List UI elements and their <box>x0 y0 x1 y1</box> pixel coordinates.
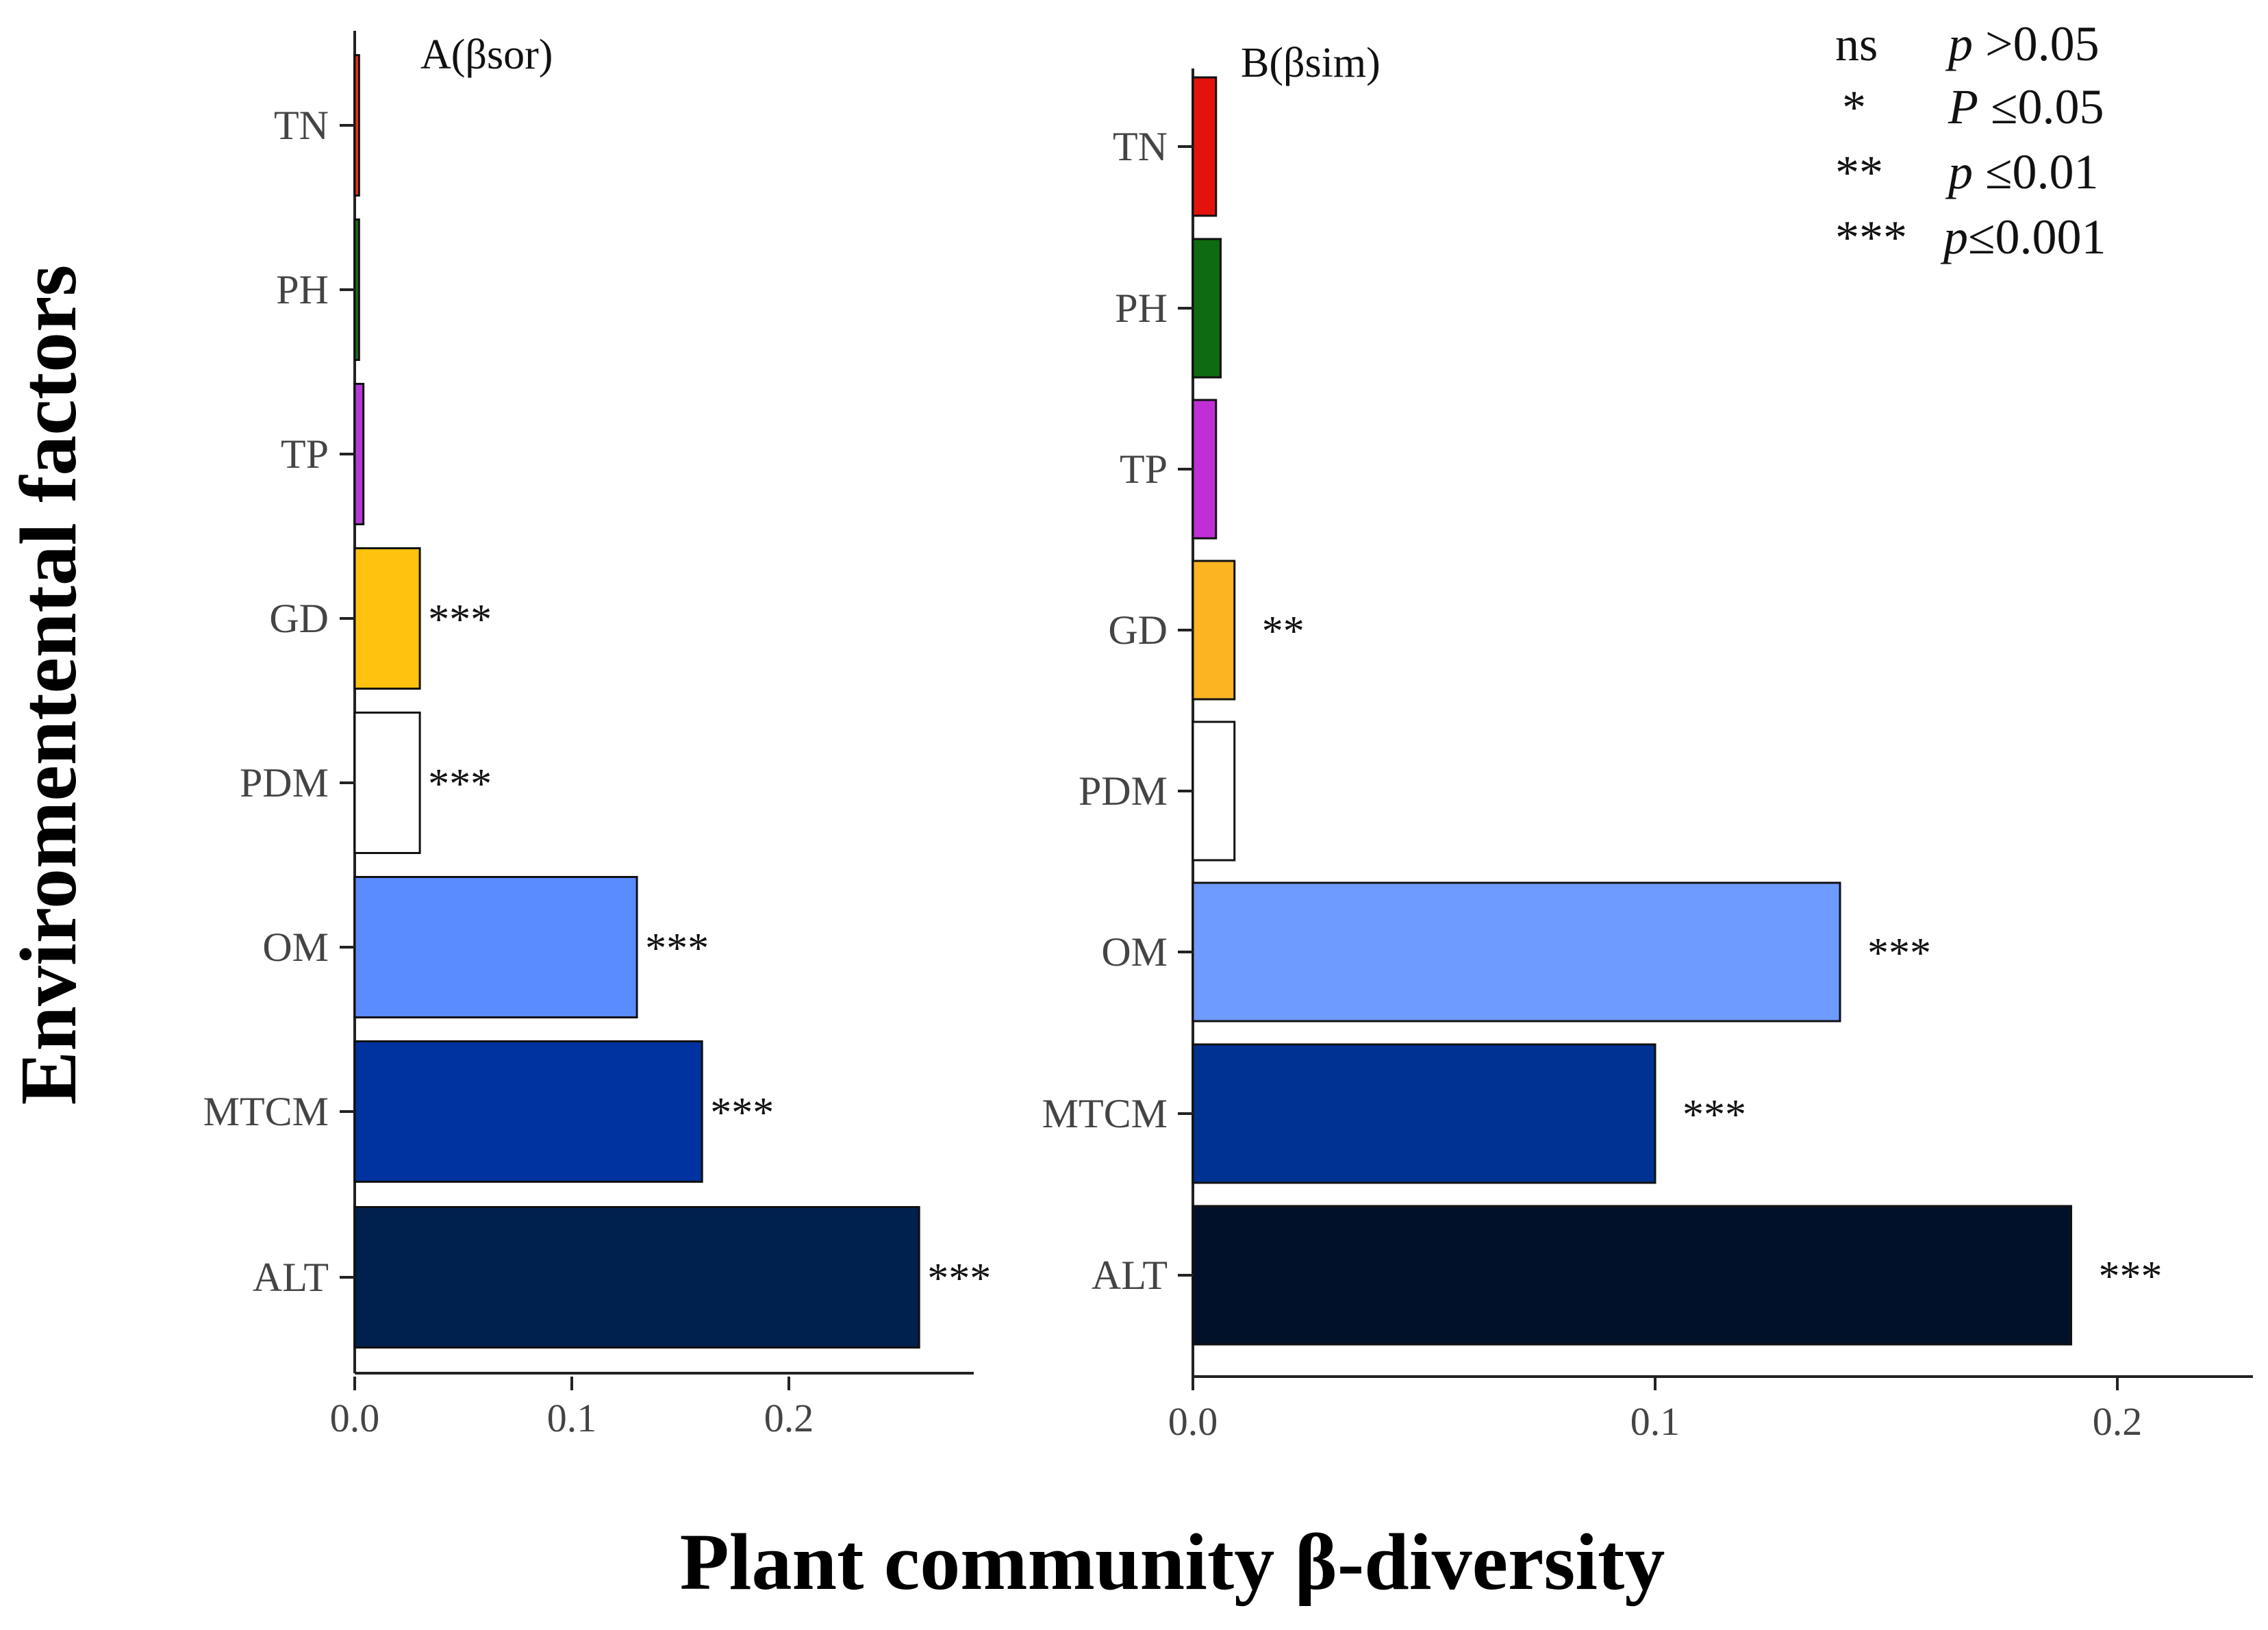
panel-a-bar-tp <box>353 383 365 525</box>
panel-b-xtick-label-2: 0.2 <box>2093 1399 2143 1444</box>
panel-a-label-gd: GD <box>269 596 329 641</box>
panel-b-label-mtcm: MTCM <box>1042 1091 1168 1136</box>
panel-b-bar-pdm <box>1192 720 1236 862</box>
panel-b-bar-om <box>1192 881 1841 1023</box>
legend-symbol-three-star: *** <box>1835 212 1907 264</box>
significance-legend: ns p >0.05 * P ≤0.05 ** p ≤0.01 *** p≤0.… <box>1835 16 2106 264</box>
panel-a-xtick-label-2: 0.2 <box>764 1396 814 1440</box>
panel-b-xtick-label-1: 0.1 <box>1630 1399 1680 1444</box>
legend-symbol-one-star: * <box>1842 82 1866 134</box>
legend-symbol-two-star: ** <box>1835 147 1883 199</box>
panel-b-xtick-label-0: 0.0 <box>1168 1399 1218 1444</box>
panel-b-sig-mtcm: *** <box>1683 1092 1746 1138</box>
panel-a-label-tp: TP <box>281 431 329 477</box>
panel-a-sig-mtcm: *** <box>710 1090 774 1136</box>
panel-b-bar-mtcm <box>1192 1043 1656 1184</box>
panel-a-label-om: OM <box>262 925 329 970</box>
panel-a-xtick-label-1: 0.1 <box>547 1396 597 1440</box>
panel-a-label-alt: ALT <box>253 1255 329 1300</box>
panel-a-bar-gd <box>353 547 421 690</box>
panel-b-bar-gd <box>1192 560 1236 701</box>
panel-a-chart: A(βsor) TN PH TP GD *** PDM *** OM *** MTCM *** ALT… <box>203 31 991 1440</box>
panel-a-bar-om <box>353 876 638 1018</box>
panel-a-label-mtcm: MTCM <box>203 1089 329 1134</box>
panel-a-xtick-label-0: 0.0 <box>330 1396 380 1440</box>
panel-b-bar-tp <box>1192 399 1218 540</box>
panel-a-label-ph: PH <box>276 267 329 312</box>
panel-b-sig-gd: ** <box>1262 608 1305 655</box>
panel-b-sig-alt: *** <box>2099 1253 2163 1300</box>
panel-a-sig-om: *** <box>645 925 709 972</box>
panel-b-title: B(βsim) <box>1241 40 1381 86</box>
panel-b-label-tp: TP <box>1120 447 1168 492</box>
legend-desc-one-star: P ≤0.05 <box>1948 79 2104 134</box>
panel-a-bar-tn <box>353 54 360 197</box>
panel-b-label-tn: TN <box>1113 124 1168 169</box>
x-axis-title: Plant community β-diversity <box>680 1517 1665 1607</box>
panel-b-bar-ph <box>1192 238 1222 379</box>
panel-a-bar-alt <box>353 1206 920 1349</box>
panel-a-bar-pdm <box>353 712 421 854</box>
panel-b-label-om: OM <box>1101 929 1168 975</box>
legend-desc-two-star: p ≤0.01 <box>1945 145 2099 199</box>
legend-symbol-ns: ns <box>1835 18 1878 71</box>
panel-a-bar-mtcm <box>353 1040 703 1183</box>
panel-a-title: A(βsor) <box>420 32 553 78</box>
panel-b-bar-tn <box>1192 76 1218 217</box>
panel-a-label-tn: TN <box>274 103 329 148</box>
panel-b-label-pdm: PDM <box>1079 768 1168 814</box>
y-axis-title: Enviromentental factors <box>3 265 93 1105</box>
panel-a-sig-gd: *** <box>428 597 492 643</box>
legend-desc-three-star: p≤0.001 <box>1940 210 2106 264</box>
panel-a-label-pdm: PDM <box>240 760 329 805</box>
panel-b-label-alt: ALT <box>1092 1253 1168 1298</box>
panel-b-label-gd: GD <box>1108 607 1168 653</box>
panel-b-label-ph: PH <box>1115 286 1168 331</box>
panel-a-sig-alt: *** <box>927 1255 991 1302</box>
legend-desc-ns: p >0.05 <box>1945 16 2100 71</box>
panel-a-bar-ph <box>353 218 360 361</box>
panel-b-sig-om: *** <box>1867 930 1931 977</box>
panel-b-bar-alt <box>1192 1205 2072 1346</box>
panel-a-sig-pdm: *** <box>428 761 492 807</box>
